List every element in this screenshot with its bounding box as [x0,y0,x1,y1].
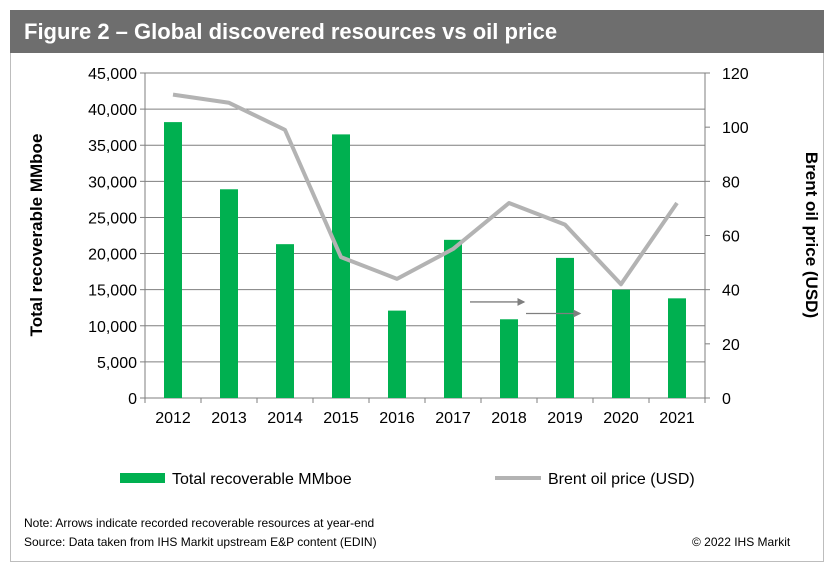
bar-2018 [500,319,518,398]
y-tick-label: 45,000 [88,66,137,83]
y2-tick-label: 100 [722,120,749,137]
bar-2014 [276,244,294,398]
legend-label-bars: Total recoverable MMboe [172,471,352,488]
legend-swatch-bars [120,473,165,483]
y-tick-label: 5,000 [97,355,137,372]
footnote-note: Note: Arrows indicate recorded recoverab… [24,516,375,530]
bar-2021 [668,298,686,398]
footnote-source: Source: Data taken from IHS Markit upstr… [24,535,377,549]
y2-axis-title: Brent oil price (USD) [802,152,821,318]
oil-price-line [172,92,679,287]
x-tick-label: 2013 [211,410,247,427]
x-tick-label: 2020 [603,410,639,427]
x-tick-label: 2021 [659,410,695,427]
x-tick-label: 2019 [547,410,583,427]
bar-2015 [332,134,350,398]
y-tick-label: 30,000 [88,174,137,191]
bar-2019 [556,257,574,398]
x-tick-label: 2017 [435,410,471,427]
y-tick-label: 25,000 [88,210,137,227]
y-tick-label: 35,000 [88,138,137,155]
bar-2017 [444,239,462,398]
x-tick-label: 2016 [379,410,415,427]
bar-2012 [164,122,182,398]
y2-tick-label: 80 [722,174,740,191]
y2-tick-label: 0 [722,391,731,408]
x-tick-label: 2012 [155,410,191,427]
y-tick-label: 40,000 [88,102,137,119]
y-axis-title: Total recoverable MMboe [27,134,46,337]
y-tick-label: 20,000 [88,247,137,264]
x-tick-label: 2014 [267,410,303,427]
copyright: © 2022 IHS Markit [692,535,791,549]
bar-2013 [220,189,238,398]
x-tick-label: 2018 [491,410,527,427]
y2-tick-label: 40 [722,283,740,300]
legend-label-line: Brent oil price (USD) [548,471,695,488]
x-tick-label: 2015 [323,410,359,427]
y2-tick-label: 20 [722,337,740,354]
bar-2020 [612,289,630,398]
y-tick-label: 15,000 [88,283,137,300]
y-tick-label: 10,000 [88,319,137,336]
bar-2016 [388,310,406,398]
figure-title: Figure 2 – Global discovered resources v… [10,10,824,53]
y2-tick-label: 120 [722,66,749,83]
y-tick-label: 0 [128,391,137,408]
y2-tick-label: 60 [722,229,740,246]
